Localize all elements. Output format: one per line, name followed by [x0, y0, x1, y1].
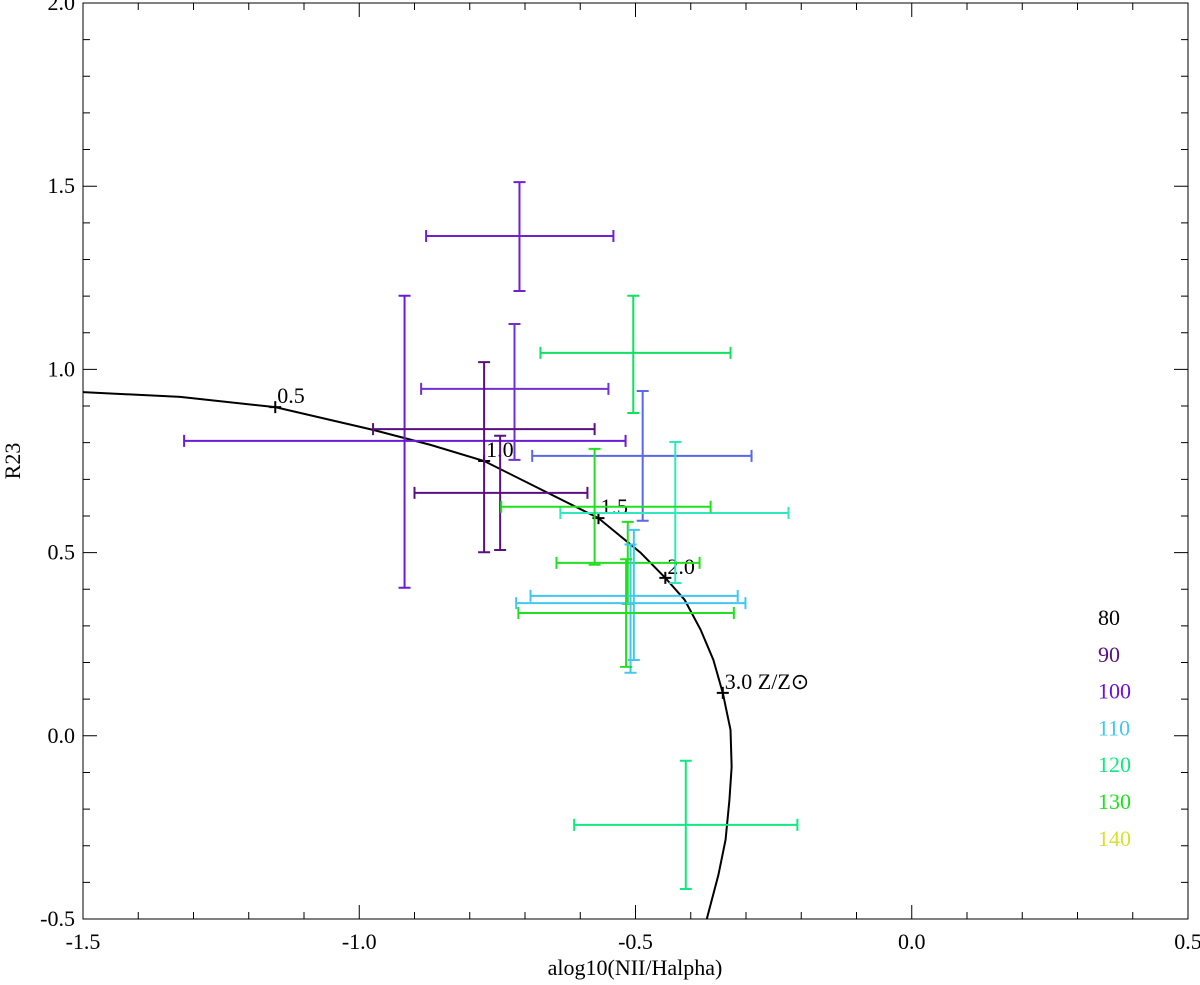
y-tick-label: 2.0 [48, 0, 76, 15]
curve-marker [269, 401, 282, 414]
curve-label: 3.0 Z/Z⊙ [725, 669, 809, 694]
curve-label: 2.0 [667, 554, 695, 579]
y-error-bar [398, 294, 411, 589]
legend-entry: 100 [1098, 679, 1131, 704]
x-tick-label: -0.5 [618, 929, 653, 954]
y-error-bar [478, 361, 491, 554]
y-tick-label: 0.5 [48, 540, 76, 565]
y-error-bar [627, 294, 640, 415]
legend-entry: 80 [1098, 605, 1120, 630]
y-error-bar [679, 759, 692, 890]
x-tick-label: 0.0 [898, 929, 926, 954]
y-tick-label: 0.0 [48, 723, 76, 748]
legend-entry: 130 [1098, 789, 1131, 814]
y-error-bar [624, 543, 637, 674]
y-error-bar [588, 447, 601, 566]
legend-entry: 110 [1098, 715, 1130, 740]
y-error-bar [636, 390, 649, 522]
y-tick-label: 1.5 [48, 173, 76, 198]
x-error-bar [500, 500, 712, 513]
plot-frame [82, 2, 1189, 920]
x-tick-label: -1.0 [342, 929, 377, 954]
curve-marker [659, 571, 672, 584]
x-error-bar [539, 346, 732, 359]
curve-label: 0.5 [277, 383, 305, 408]
x-axis-label: alog10(NII/Halpha) [548, 955, 723, 980]
y-error-bar [513, 181, 526, 292]
y-error-bar [669, 440, 682, 585]
y-error-bar [620, 558, 633, 668]
curve-marker [716, 686, 729, 699]
y-error-bar [508, 322, 521, 461]
legend-entry: 120 [1098, 752, 1131, 777]
legend-entry: 140 [1098, 826, 1131, 851]
x-tick-label: 0.5 [1174, 929, 1200, 954]
x-tick-label: -1.5 [66, 929, 101, 954]
y-tick-label: -0.5 [40, 906, 75, 931]
y-error-bar [494, 434, 507, 552]
legend-entry: 90 [1098, 642, 1120, 667]
y-axis-label: R23 [0, 443, 25, 480]
y-tick-label: 1.0 [48, 356, 76, 381]
